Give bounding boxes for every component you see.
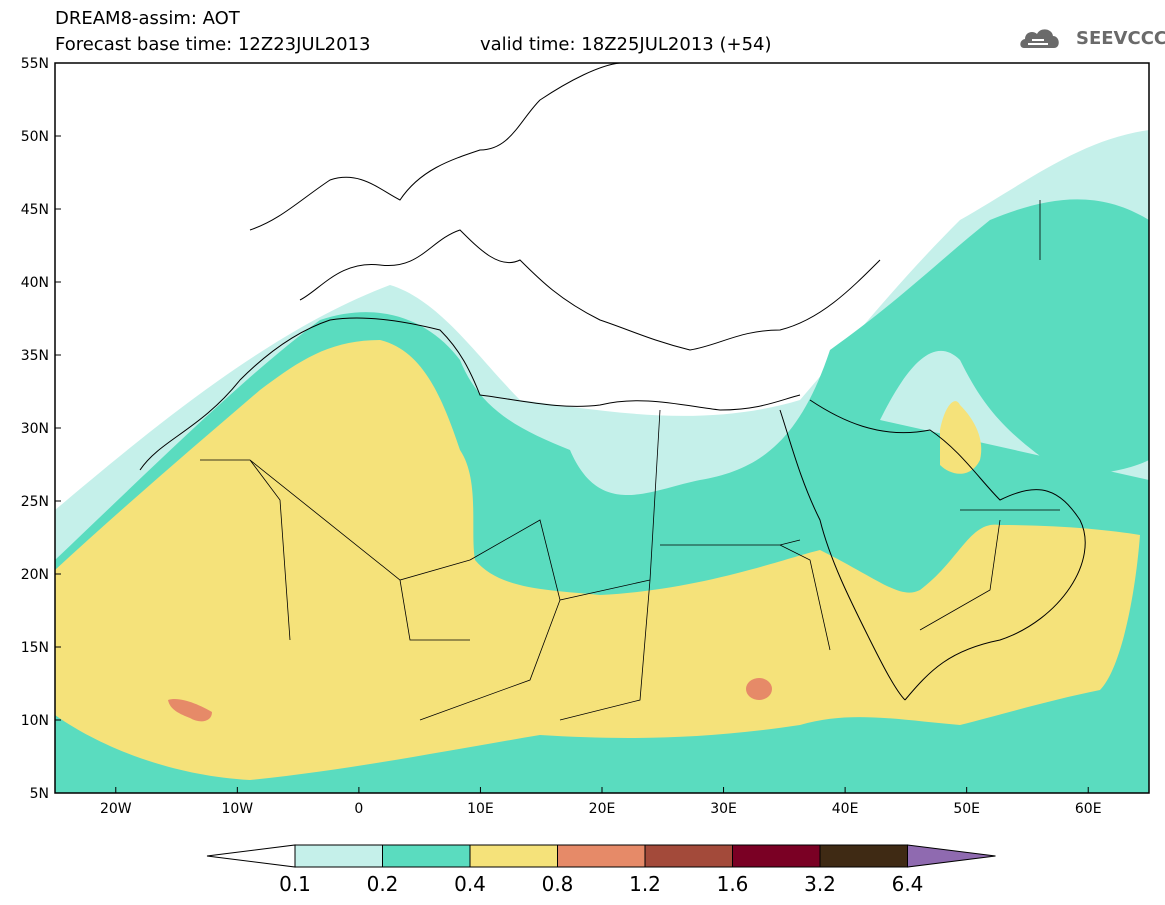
colorbar-label: 0.8 — [542, 872, 574, 896]
aot-contours — [55, 130, 1149, 793]
red-sea-coast — [779, 409, 906, 701]
colorbar-segment — [819, 844, 908, 868]
colorbar-segment — [557, 844, 646, 868]
coastlines — [139, 63, 1086, 721]
africa-north-coast — [139, 317, 801, 471]
lon-label: 30E — [710, 801, 737, 817]
lat-label: 20N — [21, 567, 49, 583]
colorbar-label: 0.2 — [367, 872, 399, 896]
forecast-base-time: Forecast base time: 12Z23JUL2013 — [55, 34, 371, 55]
colorbar-label: 1.2 — [629, 872, 661, 896]
lon-label: 20W — [100, 801, 132, 817]
lat-label: 5N — [30, 786, 49, 802]
lat-label: 55N — [21, 56, 49, 72]
colorbar-segment — [469, 844, 558, 868]
lon-label: 50E — [953, 801, 980, 817]
lon-label: 10E — [467, 801, 494, 817]
valid-time: valid time: 18Z25JUL2013 (+54) — [480, 34, 772, 55]
lon-label: 60E — [1075, 801, 1102, 817]
cloud-logo-icon — [1020, 29, 1059, 48]
lat-label: 40N — [21, 275, 49, 291]
lat-label: 50N — [21, 129, 49, 145]
arabia-coast — [809, 399, 1086, 701]
colorbar-high-extend — [907, 844, 996, 868]
colorbar-segment — [644, 844, 733, 868]
colorbar-segment — [294, 844, 383, 868]
aot-level-0.8-sudan — [746, 678, 772, 700]
latitude-axis: 55N 50N 45N 40N 35N 30N 25N 20N 15N 10N 5N — [21, 56, 61, 802]
lat-label: 15N — [21, 640, 49, 656]
colorbar-segment — [732, 844, 821, 868]
lon-label: 10W — [221, 801, 253, 817]
lat-label: 10N — [21, 713, 49, 729]
aot-level-0.4-gulf — [940, 401, 982, 474]
colorbar-label: 3.2 — [804, 872, 836, 896]
longitude-axis: 20W 10W 0 10E 20E 30E 40E 50E 60E — [100, 787, 1102, 817]
lat-label: 30N — [21, 421, 49, 437]
colorbar-segment — [382, 844, 471, 868]
aot-level-0.4 — [55, 340, 1140, 780]
colorbar-low-extend — [206, 844, 296, 868]
colorbar-label: 1.6 — [717, 872, 749, 896]
lat-label: 45N — [21, 202, 49, 218]
europe-coast — [249, 63, 881, 351]
colorbar: 0.1 0.2 0.4 0.8 1.2 1.6 3.2 6.4 — [206, 844, 996, 896]
lon-label: 20E — [589, 801, 616, 817]
colorbar-label: 0.4 — [454, 872, 486, 896]
lat-label: 35N — [21, 348, 49, 364]
lat-label: 25N — [21, 494, 49, 510]
lon-label: 40E — [832, 801, 859, 817]
map-title: DREAM8-assim: AOT — [55, 8, 240, 29]
seevccc-logo-text: SEEVCCC — [1076, 28, 1165, 49]
borders — [200, 200, 1060, 721]
aot-level-0.8-guinea — [168, 699, 212, 722]
lon-label: 0 — [354, 801, 363, 817]
colorbar-label: 6.4 — [892, 872, 924, 896]
colorbar-label: 0.1 — [279, 872, 311, 896]
